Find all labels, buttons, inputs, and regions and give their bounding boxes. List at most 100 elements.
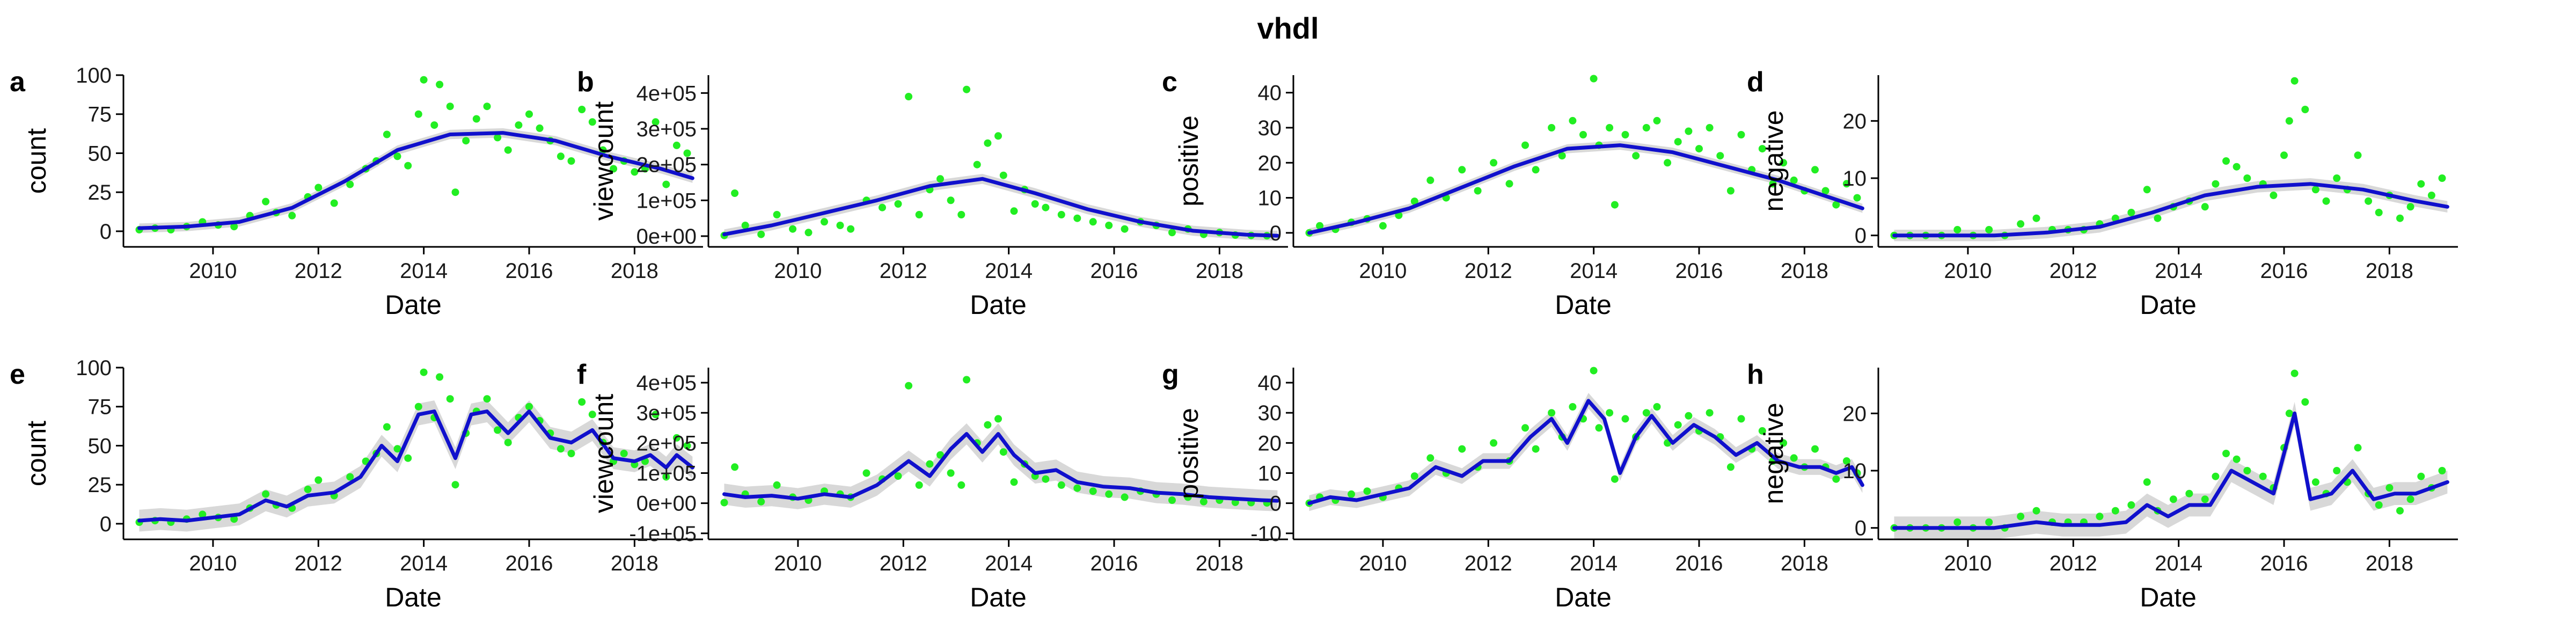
y-axis-label: positive [1174, 408, 1204, 499]
data-point [2385, 484, 2394, 492]
data-point [1985, 518, 1993, 526]
data-point [557, 445, 565, 453]
data-point [1706, 124, 1714, 131]
data-point [1953, 518, 1962, 526]
data-point [1769, 180, 1777, 188]
data-point [494, 134, 502, 142]
panel-g: 2010 2012 2014 2016 2018-10010203040Dateposi… [1162, 359, 1873, 612]
data-point [1348, 490, 1355, 498]
data-point [1716, 152, 1724, 160]
data-point [1579, 131, 1587, 138]
y-axis-label: count [21, 128, 52, 194]
x-tick-label: 2018 [611, 259, 658, 283]
data-point [1611, 201, 1619, 209]
data-point [2285, 409, 2293, 418]
x-tick-label: 2010 [189, 259, 237, 283]
data-point [1674, 138, 1682, 146]
panel-letter: f [577, 359, 587, 390]
data-point [2438, 467, 2446, 474]
x-tick-label: 2014 [1570, 552, 1618, 575]
data-point [957, 481, 965, 489]
data-point [2032, 214, 2040, 222]
data-point [1426, 176, 1435, 184]
y-tick-label: 0 [1855, 224, 1867, 248]
x-axis-label: Date [2140, 290, 2197, 320]
data-point [578, 106, 586, 113]
y-axis-label: negative [1759, 110, 1789, 211]
data-point [757, 497, 765, 506]
smooth-line [137, 131, 694, 230]
data-point [1611, 475, 1619, 483]
data-point [973, 160, 981, 169]
data-point [994, 415, 1002, 423]
data-point [2427, 192, 2435, 199]
smooth-line [722, 432, 1279, 503]
x-tick-label: 2012 [1465, 259, 1512, 283]
y-tick-label: 0e+00 [636, 492, 697, 516]
data-point [414, 110, 422, 118]
y-tick-label: 20 [1843, 109, 1867, 133]
panel-d: 2010 2012 2014 2016 2018 0 10 20 Date negative d [1747, 67, 2458, 320]
x-axis-label: Date [385, 290, 442, 320]
y-tick-label: 25 [88, 181, 112, 204]
figure-title: vhdl [1257, 11, 1319, 45]
data-point [662, 473, 670, 481]
y-axis-label: viewcount [589, 101, 619, 221]
confidence-band [1894, 402, 2448, 539]
x-tick-label: 2012 [2050, 552, 2097, 575]
data-point [1532, 166, 1540, 174]
data-point [1505, 180, 1513, 188]
data-point [1105, 222, 1113, 229]
data-point [2212, 180, 2220, 188]
smooth-line [1892, 182, 2449, 238]
data-point [2127, 209, 2135, 216]
y-tick-label: 20 [1258, 431, 1282, 455]
data-point [672, 434, 680, 442]
data-point [789, 225, 797, 233]
data-point [757, 230, 765, 238]
data-point [1595, 424, 1603, 432]
data-point [1548, 124, 1556, 131]
data-point [862, 469, 870, 477]
y-tick-label: 50 [88, 434, 112, 458]
data-point [504, 438, 512, 447]
y-tick-label: 3e+05 [636, 401, 697, 425]
y-tick-label: 2e+05 [636, 153, 697, 177]
data-point [494, 426, 502, 434]
y-tick-label: 75 [88, 396, 112, 419]
panel-letter: a [10, 67, 26, 98]
data-point [879, 203, 886, 211]
data-point [383, 130, 391, 138]
x-axis-label: Date [1555, 582, 1612, 612]
data-point [262, 197, 270, 206]
data-point [1758, 145, 1766, 153]
x-tick-label: 2012 [295, 259, 342, 283]
data-point [557, 152, 565, 160]
x-tick-label: 2018 [2366, 259, 2413, 283]
data-point [1842, 180, 1850, 188]
data-point [288, 211, 296, 219]
data-point [346, 180, 354, 188]
smooth-line [1307, 143, 1864, 235]
data-point [1790, 454, 1798, 462]
data-point [1832, 475, 1840, 483]
data-point [504, 146, 512, 154]
y-tick-label: 10 [1843, 167, 1867, 191]
data-point [1674, 421, 1682, 429]
data-point [894, 200, 902, 208]
y-tick-label: 0 [1855, 517, 1867, 540]
data-point [936, 175, 944, 183]
data-point [947, 469, 955, 477]
data-point [2406, 203, 2414, 211]
y-tick-label: 50 [88, 142, 112, 165]
x-tick-label: 2010 [1359, 552, 1407, 575]
x-axis-label: Date [2140, 582, 2197, 612]
data-point [1569, 403, 1577, 411]
data-point [1685, 412, 1693, 420]
data-point [2301, 398, 2309, 406]
x-tick-label: 2016 [1675, 259, 1723, 283]
x-tick-label: 2010 [1944, 552, 1992, 575]
panel-letter: b [577, 67, 594, 98]
x-axis-label: Date [385, 582, 442, 612]
data-point [2333, 174, 2341, 182]
